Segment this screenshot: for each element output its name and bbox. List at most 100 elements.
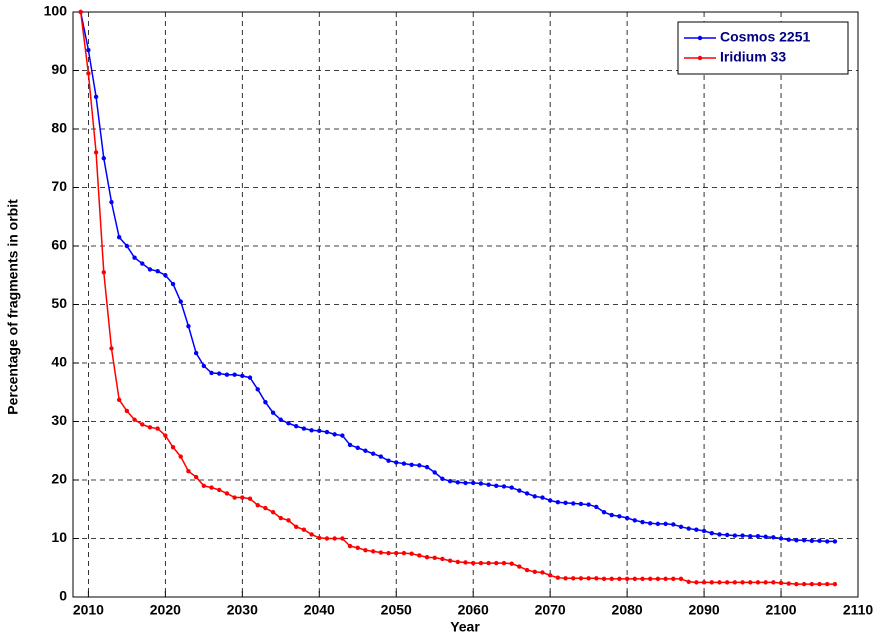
data-point xyxy=(578,576,584,581)
legend-label: Cosmos 2251 xyxy=(720,29,810,45)
data-point xyxy=(140,422,145,427)
data-point xyxy=(517,488,522,493)
data-point xyxy=(501,484,507,489)
legend-marker xyxy=(697,55,703,61)
data-point xyxy=(748,580,753,585)
data-point xyxy=(163,433,168,438)
data-point xyxy=(109,346,114,351)
data-point xyxy=(109,199,114,205)
data-point xyxy=(578,501,584,507)
data-point xyxy=(163,273,168,278)
data-point xyxy=(116,397,122,403)
data-point xyxy=(617,514,622,519)
data-point xyxy=(671,576,676,582)
data-point xyxy=(594,504,599,510)
data-point xyxy=(93,94,99,100)
data-point xyxy=(524,491,530,496)
data-point xyxy=(86,47,91,53)
data-point xyxy=(286,518,291,523)
x-tick-label: 2090 xyxy=(689,602,720,618)
data-point xyxy=(324,536,330,541)
x-tick-label: 2010 xyxy=(73,602,104,618)
data-point xyxy=(432,470,437,475)
x-tick-label: 2060 xyxy=(458,602,489,618)
data-point xyxy=(640,519,645,525)
data-point xyxy=(440,476,445,482)
data-point xyxy=(686,526,691,531)
x-tick-label: 2030 xyxy=(227,602,258,618)
data-point xyxy=(640,576,645,582)
data-point xyxy=(748,533,753,539)
data-point xyxy=(732,580,738,585)
data-point xyxy=(309,428,314,433)
data-point xyxy=(263,399,268,405)
data-point xyxy=(794,538,799,543)
data-point xyxy=(186,323,191,329)
data-point xyxy=(547,498,553,503)
data-point xyxy=(278,417,283,422)
data-point xyxy=(724,532,730,538)
data-point xyxy=(309,532,314,537)
data-point xyxy=(717,532,722,537)
data-point xyxy=(701,528,707,534)
data-point xyxy=(617,576,622,582)
data-point xyxy=(717,580,722,585)
data-point xyxy=(486,560,491,566)
data-point xyxy=(532,494,537,499)
data-point xyxy=(247,375,253,380)
data-point xyxy=(648,521,653,526)
data-point xyxy=(732,533,738,538)
data-point xyxy=(332,536,337,541)
x-tick-label: 2020 xyxy=(150,602,181,618)
data-point xyxy=(825,581,830,587)
data-point xyxy=(140,261,145,266)
data-point xyxy=(124,408,130,414)
data-point xyxy=(440,556,445,562)
data-point xyxy=(263,505,268,511)
x-tick-label: 2050 xyxy=(381,602,412,618)
data-point xyxy=(624,515,630,521)
data-point xyxy=(655,576,661,582)
data-point xyxy=(401,461,407,466)
data-point xyxy=(470,480,476,486)
plot-frame xyxy=(72,11,859,598)
data-point xyxy=(563,576,568,581)
y-axis-title: Percentage of fragments in orbit xyxy=(5,199,21,415)
data-point xyxy=(778,580,784,586)
data-point xyxy=(455,480,461,485)
data-point xyxy=(217,487,222,493)
data-point xyxy=(270,410,276,415)
data-point xyxy=(509,485,514,490)
data-point xyxy=(86,71,91,76)
data-point xyxy=(317,535,322,541)
data-point xyxy=(170,445,176,450)
data-point xyxy=(347,543,353,549)
data-point xyxy=(540,495,545,500)
data-point xyxy=(317,428,322,434)
data-point xyxy=(116,235,122,240)
data-point xyxy=(586,502,591,507)
data-point xyxy=(540,570,545,575)
data-point xyxy=(771,580,776,585)
data-point xyxy=(78,9,83,15)
data-point xyxy=(671,522,676,527)
data-point xyxy=(678,576,684,582)
data-point xyxy=(478,481,484,486)
data-point xyxy=(509,561,514,566)
data-point xyxy=(609,576,614,582)
data-point xyxy=(240,495,245,500)
data-point xyxy=(301,527,307,532)
data-point xyxy=(324,429,330,435)
x-tick-label: 2110 xyxy=(843,602,874,618)
data-point xyxy=(217,371,222,376)
y-tick-label: 70 xyxy=(51,178,67,194)
x-tick-label: 2100 xyxy=(765,602,796,618)
data-point xyxy=(401,550,407,556)
data-point xyxy=(394,460,399,465)
data-point xyxy=(432,555,437,561)
data-point xyxy=(755,533,761,539)
data-point xyxy=(517,564,522,569)
data-point xyxy=(709,580,714,585)
data-point xyxy=(193,350,199,356)
data-point xyxy=(417,553,422,558)
